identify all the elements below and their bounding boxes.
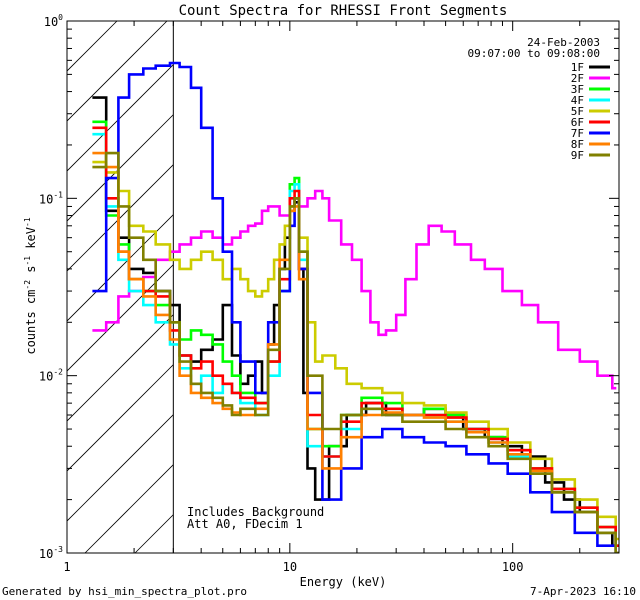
legend-label-9F: 9F (571, 149, 584, 162)
legend-label-1F: 1F (571, 61, 584, 74)
svg-text:10-2: 10-2 (39, 368, 63, 384)
annotation-background: Includes Background (187, 505, 324, 519)
hatch-line (67, 21, 218, 172)
axis-ticks (66, 21, 620, 554)
legend-label-3F: 3F (571, 83, 584, 96)
series-line-9F (92, 151, 619, 553)
y-tick-label-1e0: 100 (44, 13, 63, 29)
y-tick-label-1e-1: 10-1 (39, 190, 63, 206)
svg-text:counts cm-2 s-1 keV-1: counts cm-2 s-1 keV-1 (23, 217, 38, 354)
annotation-attenuator: Att A0, FDecim 1 (187, 517, 303, 531)
x-tick-label-100: 100 (502, 560, 524, 574)
x-tick-label-1: 1 (63, 560, 70, 574)
y-tick-label-1e-2: 10-2 (39, 368, 63, 384)
legend-label-2F: 2F (571, 72, 584, 85)
legend-label-6F: 6F (571, 116, 584, 129)
time-range-label: 09:07:00 to 09:08:00 (468, 47, 600, 60)
svg-text:10-3: 10-3 (39, 545, 63, 561)
legend-label-5F: 5F (571, 105, 584, 118)
y-axis-label: counts cm-2 s-1 keV-1 (23, 217, 38, 354)
y-tick-label-1e-3: 10-3 (39, 545, 63, 561)
svg-text:100: 100 (44, 13, 63, 29)
svg-text:10-1: 10-1 (39, 190, 63, 206)
hatch-line (67, 21, 168, 122)
footer-generated-by: Generated by hsi_min_spectra_plot.pro (2, 585, 247, 598)
legend-label-7F: 7F (571, 127, 584, 140)
series-line-8F (92, 151, 619, 553)
x-axis-label: Energy (keV) (300, 575, 387, 589)
hatch-line (67, 21, 118, 72)
plot-frame (66, 20, 620, 554)
hatch-line (67, 21, 68, 22)
date-label: 24-Feb-2003 (527, 36, 600, 49)
footer-timestamp: 7-Apr-2023 16:10 (530, 585, 636, 598)
legend-label-4F: 4F (571, 94, 584, 107)
x-tick-label-10: 10 (283, 560, 297, 574)
chart-title: Count Spectra for RHESSI Front Segments (179, 3, 508, 19)
legend-label-8F: 8F (571, 138, 584, 151)
series-line-2F (92, 189, 617, 390)
series-layer (92, 61, 619, 553)
